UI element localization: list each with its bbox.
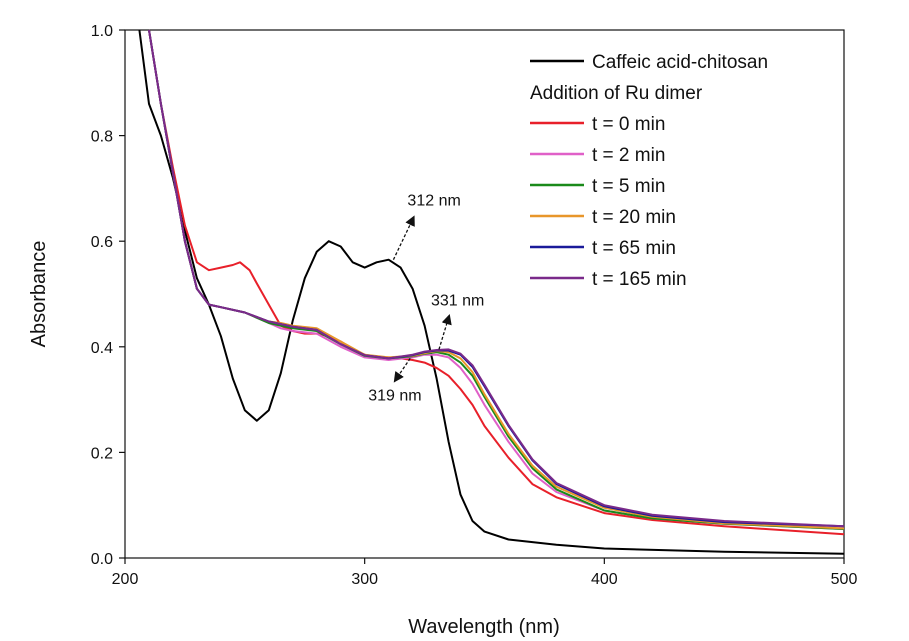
y-tick-label: 0.6 <box>91 234 113 251</box>
y-tick-label: 1.0 <box>91 23 113 40</box>
annotation-label: 319 nm <box>368 387 421 404</box>
legend: Caffeic acid-chitosan Addition of Ru dime… <box>530 52 768 290</box>
y-tick-label: 0.0 <box>91 551 113 568</box>
legend-label: t = 5 min <box>592 176 665 197</box>
legend-label: t = 165 min <box>592 269 687 290</box>
annotation-label: 312 nm <box>407 193 460 210</box>
series-line-6 <box>148 29 845 528</box>
series-lines <box>138 29 845 555</box>
y-tick-label: 0.4 <box>91 340 113 357</box>
legend-label: Caffeic acid-chitosan <box>592 52 768 73</box>
legend-subheading: Addition of Ru dimer <box>530 83 703 104</box>
x-tick-label: 500 <box>831 571 858 588</box>
series-line-2 <box>148 29 845 530</box>
axis-ticks: 200 300 400 500 0.0 0.2 0.4 0.6 0.8 1.0 <box>91 23 858 588</box>
peak-annotations: 312 nm 331 nm 319 nm <box>368 193 484 405</box>
x-tick-label: 200 <box>112 571 139 588</box>
legend-label: t = 65 min <box>592 238 676 259</box>
annotation-label: 331 nm <box>431 292 484 309</box>
x-axis-title: Wavelength (nm) <box>408 616 560 638</box>
annotation-arrow <box>393 358 411 383</box>
legend-label: t = 2 min <box>592 145 665 166</box>
y-tick-label: 0.8 <box>91 129 113 146</box>
series-line-3 <box>148 29 845 530</box>
plot-frame <box>124 29 845 559</box>
series-line-0 <box>138 29 845 555</box>
y-axis-title: Absorbance <box>28 241 50 348</box>
y-tick-label: 0.2 <box>91 445 113 462</box>
series-line-1 <box>148 29 845 536</box>
legend-label: t = 0 min <box>592 114 665 135</box>
annotation-arrow <box>392 215 415 260</box>
legend-label: t = 20 min <box>592 207 676 228</box>
x-tick-label: 400 <box>591 571 618 588</box>
series-line-4 <box>148 29 845 530</box>
annotation-arrow <box>438 313 452 350</box>
x-tick-label: 300 <box>351 571 378 588</box>
